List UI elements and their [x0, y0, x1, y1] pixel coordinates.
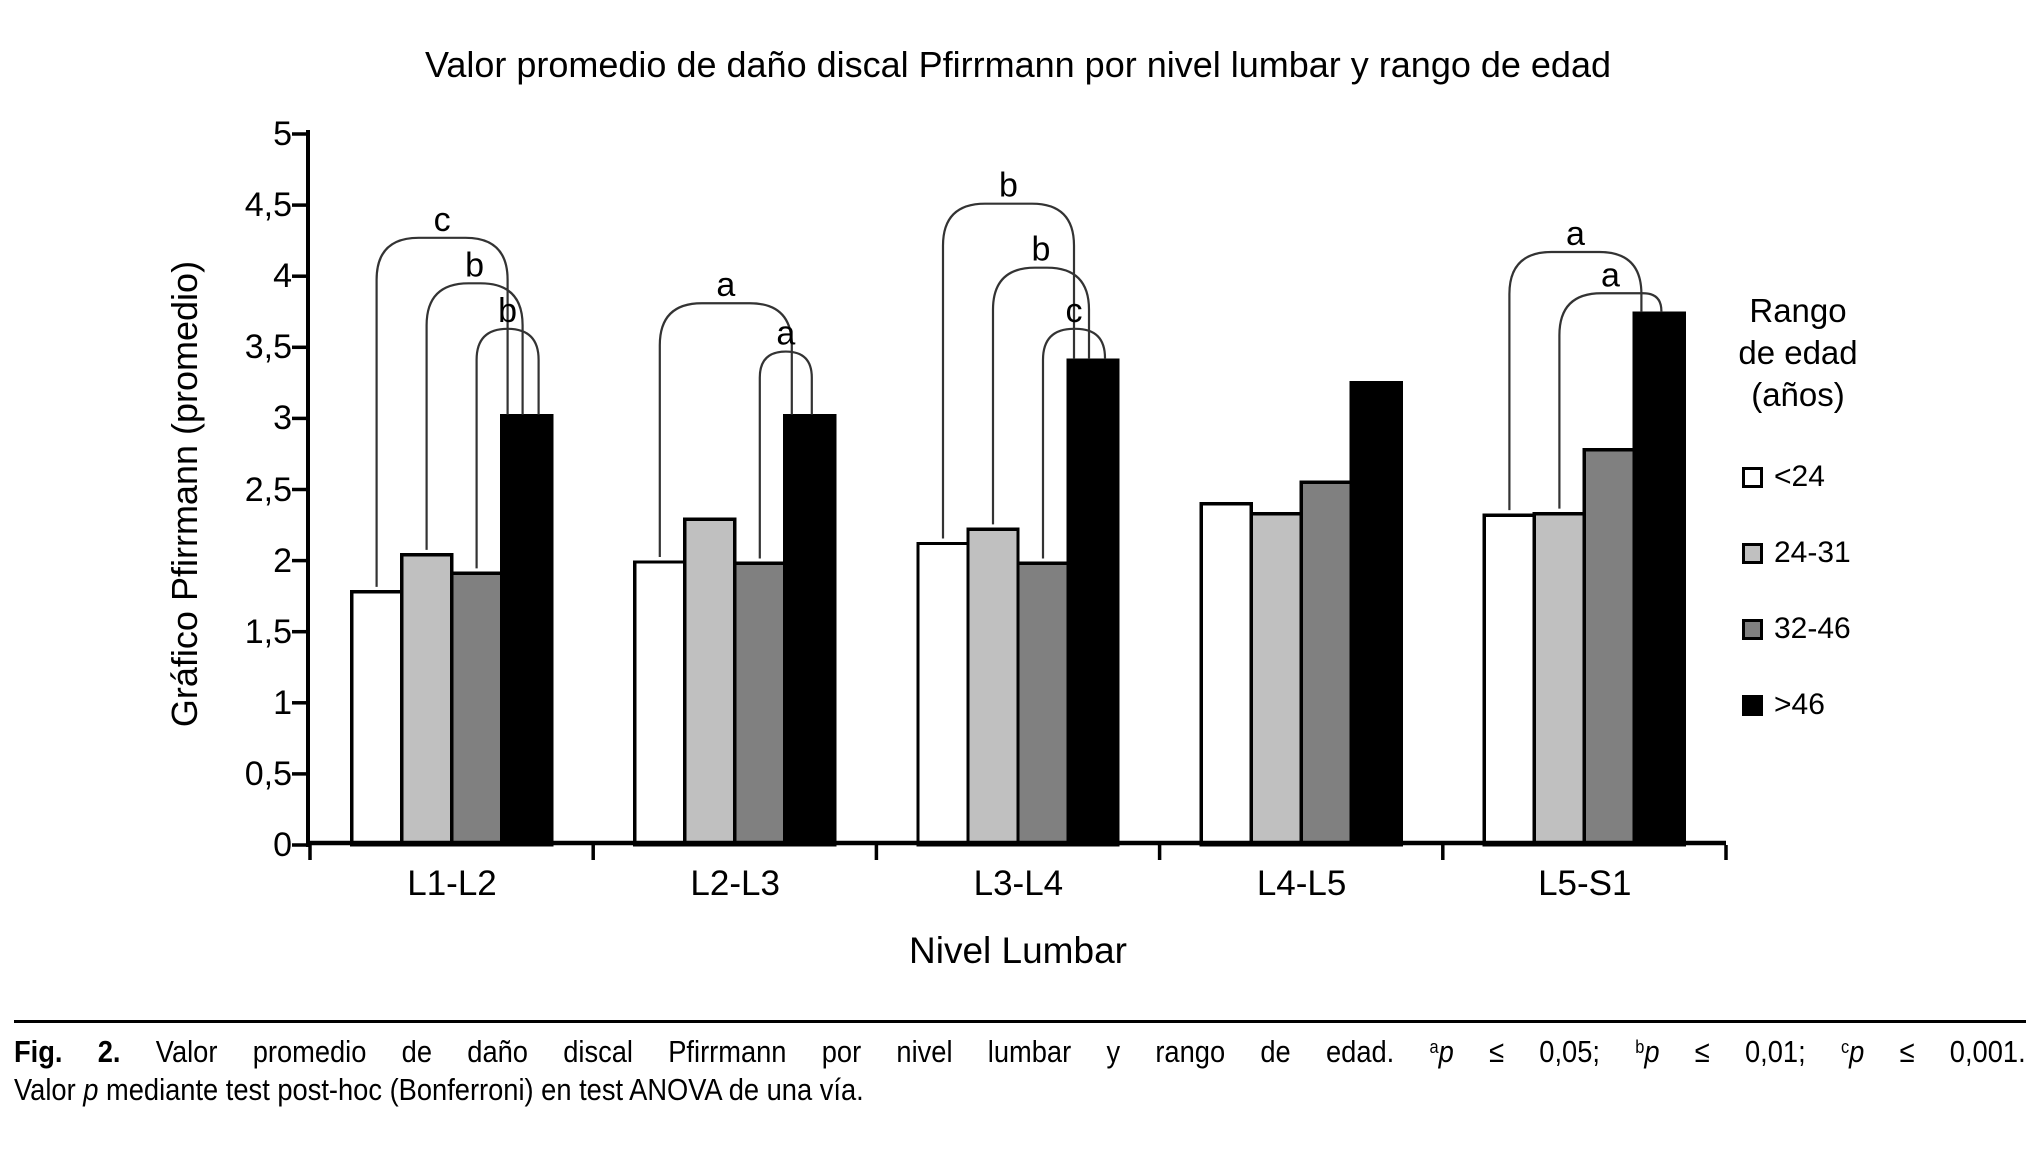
caption-line-2: Valor p mediante test post-hoc (Bonferro… — [14, 1071, 2026, 1109]
y-tick-label: 5 — [273, 115, 292, 153]
caption-segment: p — [1438, 1034, 1454, 1069]
x-category-label: L4-L5 — [1256, 864, 1347, 903]
y-tick-label: 3,5 — [244, 328, 292, 367]
legend-swatch — [1742, 618, 1763, 640]
significance-bracket-label: a — [716, 266, 735, 304]
significance-bracket — [991, 266, 1091, 525]
significance-bracket-label: b — [498, 292, 517, 330]
significance-bracket-label: c — [434, 201, 451, 239]
significance-bracket-label: a — [1601, 256, 1620, 294]
caption-segment: Fig. 2. — [14, 1034, 121, 1069]
figure-caption-block: Fig. 2. Valor promedio de daño discal Pf… — [14, 1020, 2026, 1109]
caption-segment: Valor promedio de daño discal Pfirrmann … — [120, 1034, 1430, 1069]
bar — [499, 413, 554, 847]
caption-segment: ≤ 0,05; — [1453, 1034, 1636, 1069]
bar — [1349, 381, 1403, 847]
bar — [683, 517, 737, 847]
caption-segment: a — [1429, 1035, 1439, 1057]
y-tick-label: 0,5 — [244, 754, 292, 793]
bar — [1632, 311, 1687, 847]
legend-title: Rango de edad (años) — [1738, 292, 1858, 413]
significance-bracket — [758, 350, 813, 559]
legend-item: 32-46 — [1742, 612, 1851, 646]
bar — [1482, 513, 1537, 847]
significance-bracket — [1041, 327, 1107, 559]
significance-bracket — [941, 202, 1076, 539]
caption-line-1: Fig. 2. Valor promedio de daño discal Pf… — [14, 1033, 2026, 1071]
legend-swatch — [1742, 466, 1763, 488]
bar — [449, 571, 504, 847]
chart-title: Valor promedio de daño discal Pfirrmann … — [425, 44, 1611, 85]
y-tick-label: 2,5 — [244, 470, 292, 509]
caption-segment: Valor — [14, 1071, 84, 1107]
legend-item-label: <24 — [1774, 460, 1825, 493]
y-tick-label: 0 — [273, 826, 292, 864]
legend-item: <24 — [1742, 460, 1825, 494]
bar — [1532, 512, 1587, 847]
significance-bracket-label: b — [999, 167, 1018, 205]
bar — [916, 541, 970, 847]
legend-item-label: 24-31 — [1774, 536, 1851, 569]
x-category-label: L2-L3 — [690, 864, 780, 903]
x-category-label: L3-L4 — [973, 864, 1064, 903]
bar — [1249, 512, 1303, 847]
significance-bracket — [1508, 250, 1643, 511]
y-tick-label: 4,5 — [244, 186, 292, 225]
significance-bracket — [1558, 292, 1663, 509]
legend-item: >46 — [1742, 688, 1825, 722]
caption-segment: p — [83, 1071, 99, 1107]
bar — [399, 553, 454, 847]
significance-bracket-label: a — [776, 315, 795, 353]
bar — [633, 560, 687, 847]
bar — [1199, 502, 1253, 847]
bar — [1066, 358, 1120, 847]
legend-item-label: 32-46 — [1774, 612, 1851, 645]
bar — [733, 561, 787, 847]
y-tick-label: 3 — [273, 399, 292, 438]
caption-segment: mediante test post-hoc (Bonferroni) en t… — [98, 1071, 864, 1107]
x-category-label: L1-L2 — [407, 864, 497, 903]
significance-bracket — [425, 282, 524, 550]
bar — [349, 590, 404, 847]
y-tick-label: 4 — [273, 257, 292, 296]
bar — [1582, 448, 1637, 847]
figure-caption: Fig. 2. Valor promedio de daño discal Pf… — [14, 1033, 2026, 1109]
bar — [783, 413, 837, 847]
legend-swatch — [1742, 694, 1763, 716]
significance-bracket — [658, 302, 793, 558]
legend-item-label: >46 — [1774, 688, 1825, 721]
significance-bracket-label: b — [465, 246, 484, 284]
y-tick-label: 1,5 — [244, 612, 292, 651]
bar — [966, 527, 1020, 847]
caption-segment: p — [1849, 1034, 1865, 1069]
caption-segment: ≤ 0,001. — [1864, 1034, 2026, 1069]
y-tick-label: 1 — [273, 683, 292, 722]
bar — [1016, 561, 1070, 847]
caption-segment: b — [1635, 1035, 1645, 1057]
caption-segment: p — [1644, 1034, 1660, 1069]
x-axis-title: Nivel Lumbar — [909, 930, 1127, 971]
y-tick-label: 2 — [273, 541, 292, 580]
significance-bracket-label: c — [1066, 292, 1083, 330]
caption-segment: c — [1840, 1035, 1850, 1057]
x-category-label: L5-S1 — [1538, 864, 1632, 903]
significance-bracket — [475, 327, 540, 569]
legend-swatch — [1742, 542, 1763, 564]
bar — [1299, 480, 1353, 847]
significance-bracket-label: a — [1566, 215, 1585, 253]
significance-bracket — [375, 236, 509, 587]
caption-segment: ≤ 0,01; — [1659, 1034, 1841, 1069]
legend-item: 24-31 — [1742, 536, 1851, 570]
significance-bracket-label: b — [1032, 231, 1051, 269]
